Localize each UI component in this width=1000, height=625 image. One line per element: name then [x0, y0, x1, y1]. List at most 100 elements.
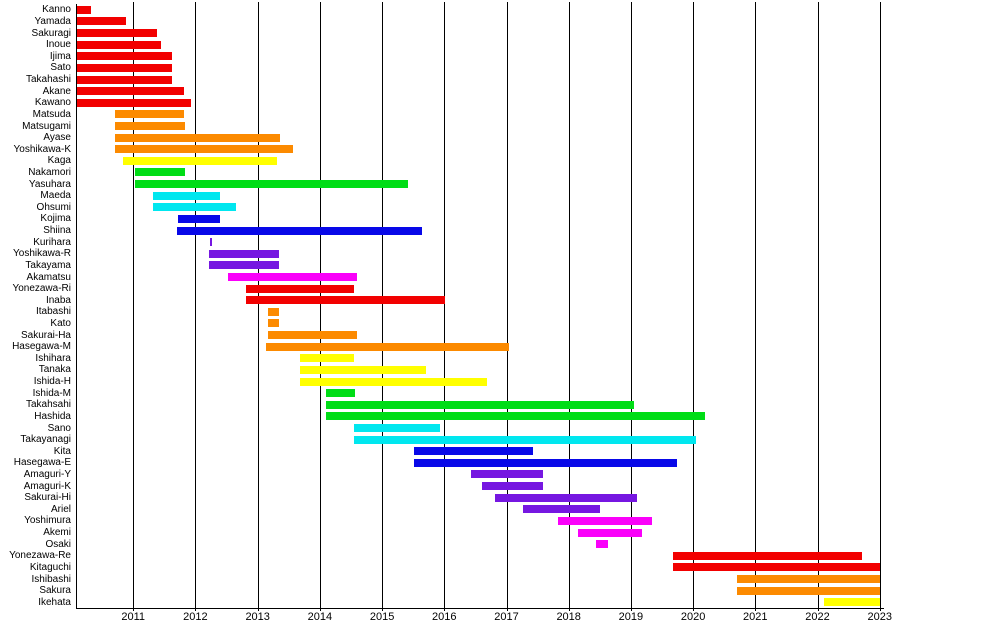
y-axis-label: Hasegawa-M — [12, 341, 71, 353]
gantt-bar — [77, 5, 92, 14]
gridline-2023 — [879, 2, 881, 611]
gantt-bar — [245, 284, 354, 293]
gantt-bar — [673, 563, 880, 572]
gantt-bar — [300, 365, 426, 374]
y-axis-label: Yoshimura — [24, 515, 71, 527]
y-axis-label: Inaba — [45, 294, 71, 306]
gantt-bar — [114, 145, 294, 154]
gantt-bar — [153, 191, 221, 200]
gantt-bar — [737, 575, 880, 583]
gantt-bar — [595, 540, 608, 549]
x-axis-line — [76, 608, 884, 609]
y-axis-label: Yonezawa-Ri — [12, 283, 71, 295]
gantt-bar — [209, 261, 279, 270]
y-axis-label: Sato — [50, 62, 71, 74]
gantt-bar — [227, 273, 358, 281]
gantt-bar — [300, 377, 488, 386]
y-axis-label: Shiina — [43, 225, 71, 236]
gantt-bar — [495, 493, 638, 502]
y-axis-label: Sakuragi — [31, 27, 71, 39]
gantt-bar — [326, 400, 634, 409]
gridline-2017 — [506, 2, 508, 611]
gantt-bar — [522, 505, 601, 514]
x-axis-label: 2019 — [618, 611, 644, 623]
y-axis-label: Ishida-H — [33, 376, 71, 387]
gantt-bar — [114, 133, 281, 142]
y-axis-label: Kaga — [47, 155, 71, 167]
y-axis-label: Sakura — [39, 585, 71, 597]
gantt-bar — [77, 63, 173, 72]
y-axis-label: Matsugami — [22, 120, 71, 132]
y-axis-label: Ishihara — [35, 352, 71, 364]
y-axis-label: Nakamori — [28, 166, 71, 178]
gridline-2013 — [257, 2, 259, 611]
x-axis-label: 2020 — [680, 611, 706, 623]
y-axis-label: Takayama — [25, 259, 71, 271]
gantt-bar — [77, 98, 191, 107]
gantt-bar — [114, 110, 185, 119]
gantt-bar — [413, 447, 533, 456]
y-axis-label: Akemi — [43, 527, 71, 538]
gantt-bar — [114, 122, 185, 130]
y-axis-label: Kato — [50, 317, 71, 329]
gantt-bar — [178, 214, 221, 223]
y-axis-label: Tanaka — [38, 364, 71, 376]
y-axis-label: Maeda — [40, 190, 71, 202]
y-axis-label: Sakurai-Hi — [24, 492, 71, 504]
y-axis-label: Osaki — [45, 538, 71, 550]
gantt-bar — [77, 40, 162, 49]
gantt-bar — [209, 249, 280, 258]
gantt-bar — [300, 354, 355, 363]
y-axis-label: Ayase — [43, 132, 71, 144]
y-axis-label: Inoue — [45, 39, 71, 51]
gantt-bar — [267, 307, 280, 316]
y-axis-label: Kitaguchi — [29, 561, 71, 573]
gantt-bar — [354, 424, 440, 432]
gridline-2011 — [133, 2, 135, 611]
y-axis-label: Sakurai-Ha — [20, 329, 71, 341]
gridline-2014 — [319, 2, 321, 611]
x-axis-label: 2021 — [743, 611, 768, 623]
y-axis-label: Ijima — [49, 50, 71, 62]
y-axis-label: Takahashi — [25, 74, 71, 85]
gantt-bar — [134, 168, 185, 177]
gantt-bar — [77, 75, 173, 84]
gantt-bar — [245, 296, 446, 305]
y-axis-label: Akamatsu — [26, 271, 71, 283]
gantt-bar — [77, 87, 184, 96]
gridline-2020 — [693, 2, 695, 611]
gantt-bar — [77, 29, 158, 37]
gantt-bar — [153, 203, 237, 212]
y-axis-label: Kojima — [40, 213, 71, 225]
gantt-bar — [77, 17, 127, 26]
gridline-2022 — [817, 2, 819, 611]
y-axis-label: Ishida-M — [32, 387, 71, 399]
y-axis-label: Ikehata — [38, 596, 71, 608]
x-axis-label: 2017 — [494, 611, 519, 623]
gantt-bar — [558, 516, 652, 525]
gantt-bar — [176, 226, 423, 235]
x-axis-label: 2015 — [369, 611, 395, 623]
gridline-2021 — [755, 2, 757, 611]
y-axis-label: Kanno — [42, 4, 71, 16]
gantt-bar — [265, 342, 509, 351]
y-axis-label: Yonezawa-Re — [9, 550, 71, 562]
gantt-bar — [673, 551, 863, 560]
y-axis-label: Yoshikawa-R — [13, 248, 71, 260]
gantt-bar — [77, 52, 173, 61]
gridline-2018 — [568, 2, 570, 611]
gantt-bar — [737, 586, 880, 595]
gantt-bar — [413, 458, 677, 467]
x-axis-label: 2011 — [121, 611, 146, 623]
gantt-bar — [823, 598, 880, 607]
gantt-bar — [481, 482, 544, 490]
gantt-bar — [326, 389, 355, 398]
y-axis-label: Kita — [53, 445, 71, 457]
gantt-bar — [354, 435, 697, 444]
y-axis-label: Matsuda — [32, 108, 71, 120]
y-axis-label: Kawano — [34, 97, 71, 109]
y-axis-label: Takahsahi — [25, 399, 71, 411]
gridline-2016 — [444, 2, 446, 611]
gantt-bar — [209, 238, 213, 247]
y-axis-label: Yasuhara — [28, 178, 71, 190]
